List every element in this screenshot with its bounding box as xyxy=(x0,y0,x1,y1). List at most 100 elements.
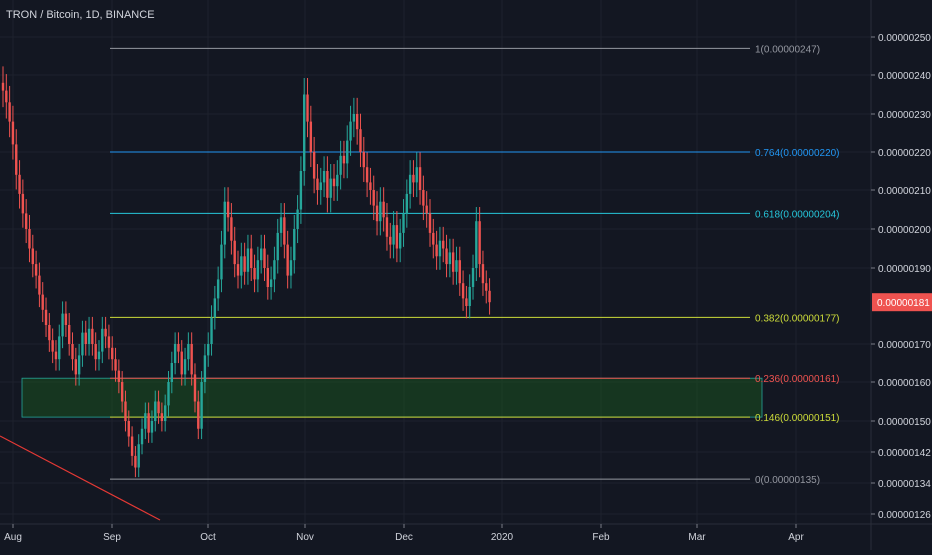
candle-body xyxy=(359,129,362,152)
candle-body xyxy=(61,313,64,337)
candle-body xyxy=(233,240,236,265)
candle-body xyxy=(389,236,392,245)
candle-body xyxy=(428,213,432,233)
candle-body xyxy=(193,374,197,402)
candle-body xyxy=(399,232,402,249)
candle-body xyxy=(77,355,81,375)
candle-body xyxy=(187,344,190,360)
price-tick-label: 0.00000134 xyxy=(878,479,931,490)
candle-body xyxy=(210,317,213,344)
fib-level-label: 0.764(0.00000220) xyxy=(755,148,840,159)
time-tick-label: Aug xyxy=(4,532,22,543)
time-tick-label: Oct xyxy=(200,532,216,543)
trendline xyxy=(0,435,161,521)
candle-body xyxy=(147,413,150,433)
candle-body xyxy=(223,201,226,245)
candle-body xyxy=(157,401,160,414)
candle-body xyxy=(375,205,379,222)
candle-body xyxy=(230,217,233,241)
candle-body xyxy=(18,174,21,194)
candle-body xyxy=(15,144,18,175)
candle-body xyxy=(408,174,412,194)
candle-body xyxy=(322,171,326,183)
candle-body xyxy=(48,325,51,341)
candle-body xyxy=(273,260,276,280)
candle-body xyxy=(71,344,74,360)
candle-body xyxy=(299,171,303,210)
candle-body xyxy=(329,178,332,198)
candle-body xyxy=(163,405,167,421)
candle-body xyxy=(58,336,61,360)
candle-body xyxy=(425,205,428,214)
fib-level-label: 0.146(0.00000151) xyxy=(755,413,840,424)
time-tick-label: Mar xyxy=(688,532,706,543)
candle-body xyxy=(432,232,435,245)
candle-body xyxy=(475,221,478,268)
candle-body xyxy=(226,201,230,218)
candle-body xyxy=(130,436,134,456)
fib-level-label: 0.618(0.00000204) xyxy=(755,209,840,220)
symbol-title: TRON / Bitcoin, 1D, BINANCE xyxy=(6,9,155,21)
candle-body xyxy=(236,264,240,276)
candle-body xyxy=(11,121,15,145)
candle-body xyxy=(415,167,418,183)
candle-body xyxy=(455,260,458,272)
candle-body xyxy=(392,225,395,245)
candle-body xyxy=(117,370,121,382)
candle-body xyxy=(349,121,352,141)
candle-body xyxy=(111,347,114,360)
price-tick-label: 0.00000230 xyxy=(878,110,931,121)
candle-body xyxy=(312,152,316,179)
candle-body xyxy=(303,94,306,171)
candle-body xyxy=(309,121,313,152)
candle-body xyxy=(21,193,25,214)
candle-body xyxy=(31,248,34,265)
candle-body xyxy=(266,268,269,287)
candle-body xyxy=(34,264,38,276)
candle-body xyxy=(91,328,94,344)
candle-body xyxy=(316,178,319,190)
candle-body xyxy=(84,332,87,344)
time-tick-label: Apr xyxy=(788,532,804,543)
candle-body xyxy=(259,248,263,261)
candle-body xyxy=(114,359,117,371)
candle-body xyxy=(200,382,203,429)
candle-body xyxy=(167,382,170,406)
candle-body xyxy=(207,344,210,356)
price-tick-label: 0.00000190 xyxy=(878,264,931,275)
candle-body xyxy=(160,413,164,421)
fib-level-label: 0(0.00000135) xyxy=(755,475,820,486)
candle-body xyxy=(24,213,28,229)
candle-body xyxy=(127,421,130,437)
price-tick-label: 0.00000210 xyxy=(878,186,931,197)
candle-body xyxy=(104,328,107,337)
candle-body xyxy=(87,328,91,344)
candle-body xyxy=(279,217,283,233)
candle-body xyxy=(170,363,174,382)
candle-body xyxy=(190,344,193,375)
candle-body xyxy=(352,114,356,122)
candle-body xyxy=(120,382,124,402)
candle-body xyxy=(405,193,409,214)
time-tick-label: Feb xyxy=(592,532,610,543)
candle-body xyxy=(296,209,299,229)
candle-body xyxy=(134,455,137,468)
candle-body xyxy=(336,174,339,187)
candle-body xyxy=(197,401,200,429)
candle-body xyxy=(243,256,246,272)
candle-body xyxy=(481,264,485,284)
last-price-badge xyxy=(872,293,932,312)
candle-body xyxy=(253,268,256,280)
candle-body xyxy=(269,279,273,287)
candle-body xyxy=(418,167,422,190)
candle-body xyxy=(150,421,154,433)
candle-body xyxy=(283,217,286,245)
support-zone xyxy=(21,377,763,418)
candle-body xyxy=(256,260,260,280)
candle-body xyxy=(94,344,97,360)
candle-body xyxy=(382,201,385,218)
candle-body xyxy=(107,336,111,348)
time-tick-label: Dec xyxy=(395,532,413,543)
